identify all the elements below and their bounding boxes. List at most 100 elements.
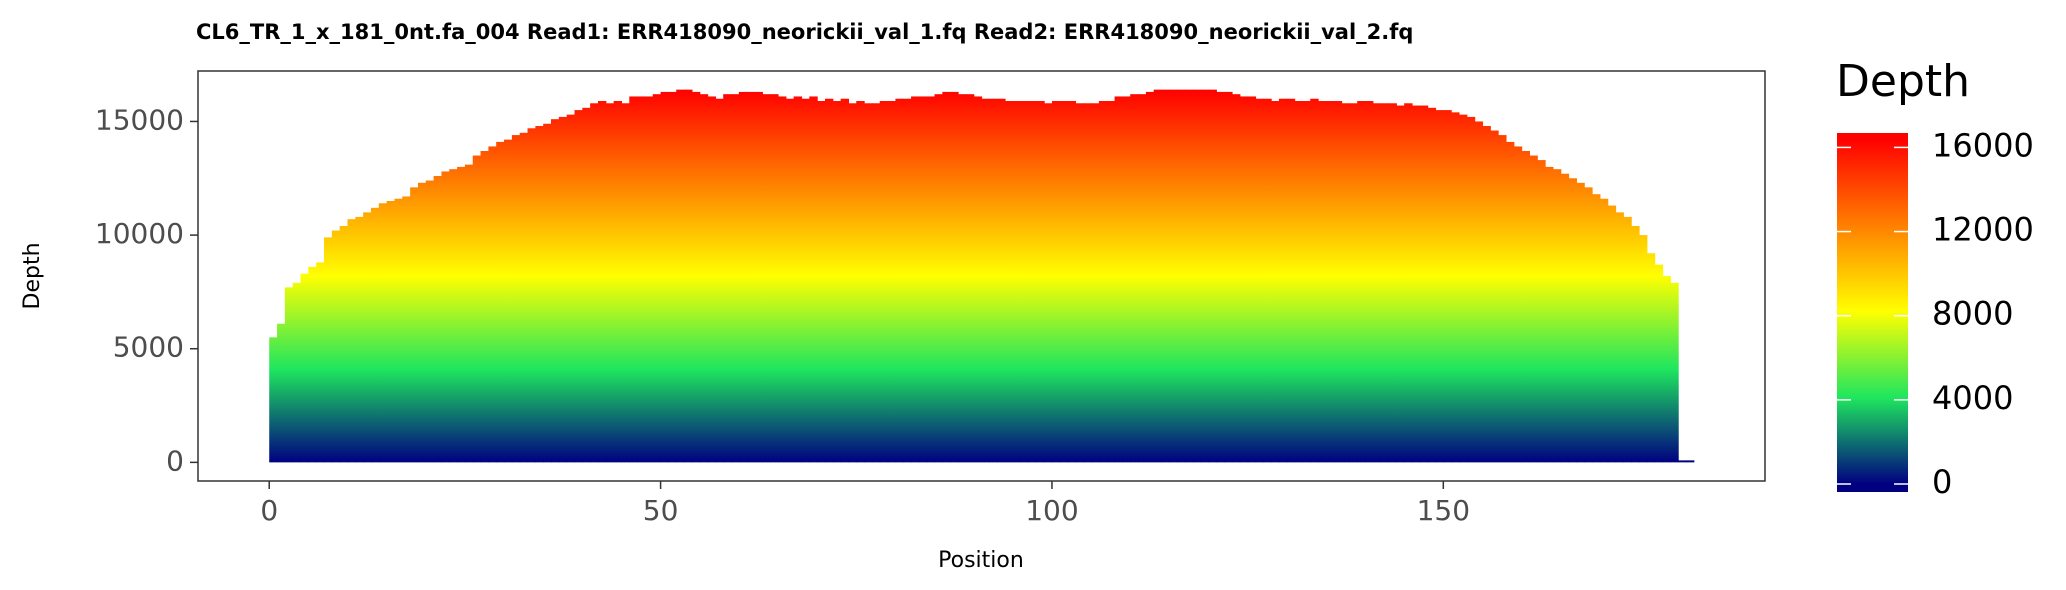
bar: [660, 91, 670, 463]
bar: [918, 96, 928, 463]
bar: [942, 91, 951, 463]
bar: [817, 101, 826, 463]
bar: [1623, 216, 1632, 463]
bar: [1615, 212, 1624, 463]
bar: [1678, 460, 1687, 463]
bar: [879, 101, 889, 463]
bar: [1216, 91, 1225, 463]
bar: [629, 96, 638, 463]
bar: [1435, 110, 1444, 463]
x-tick-label: 50: [643, 494, 679, 527]
bar: [488, 146, 497, 463]
bar: [621, 103, 630, 463]
bar: [1036, 101, 1045, 463]
bar: [887, 101, 897, 463]
bar: [535, 126, 544, 463]
x-tick-label: 150: [1417, 494, 1470, 527]
bar: [519, 132, 529, 463]
bar: [676, 89, 685, 463]
bar: [1185, 89, 1194, 463]
bar: [1310, 98, 1319, 463]
bar: [1130, 94, 1139, 463]
bar: [1474, 121, 1484, 463]
bar: [1419, 105, 1429, 463]
bar: [269, 337, 278, 463]
bar: [777, 96, 787, 463]
bar: [723, 94, 732, 463]
bar: [973, 96, 983, 463]
colorbar-label: 16000: [1932, 126, 2034, 164]
bar: [1333, 101, 1343, 463]
bar: [590, 103, 599, 463]
colorbar-label: 0: [1932, 463, 1952, 501]
bar: [1341, 103, 1350, 463]
bar: [292, 282, 302, 463]
bar: [1568, 178, 1577, 463]
bar: [856, 101, 865, 463]
bar: [1177, 89, 1186, 463]
bar: [1388, 103, 1397, 463]
x-tick-label: 100: [1025, 494, 1078, 527]
bar: [1396, 105, 1405, 463]
bar: [762, 94, 771, 463]
bar: [684, 89, 693, 463]
bar: [1318, 101, 1327, 463]
bar: [1294, 101, 1304, 463]
bar: [1044, 103, 1053, 463]
bar: [480, 151, 489, 463]
bar: [1576, 182, 1585, 463]
bar: [1404, 103, 1413, 463]
bar: [1443, 110, 1452, 463]
bar: [1153, 89, 1163, 463]
bar: [1239, 96, 1249, 463]
bar: [903, 98, 912, 463]
bar: [997, 98, 1006, 463]
bar: [1638, 235, 1648, 463]
bar: [1411, 105, 1421, 463]
bar: [801, 98, 810, 463]
bar: [1490, 130, 1499, 463]
bar: [1545, 166, 1554, 463]
bar: [1192, 89, 1202, 463]
bar: [652, 94, 662, 463]
bar: [1607, 205, 1617, 463]
bar: [433, 176, 443, 463]
bar: [449, 169, 458, 463]
bar: [668, 91, 677, 463]
bar: [1662, 276, 1671, 463]
bar: [1451, 112, 1460, 463]
bar: [1498, 135, 1507, 463]
bar: [754, 91, 763, 463]
bar: [394, 198, 403, 463]
bar: [950, 91, 959, 463]
bar: [355, 216, 364, 463]
bar: [402, 196, 411, 463]
bar: [1552, 169, 1562, 463]
bar: [911, 96, 920, 463]
bar: [1091, 103, 1100, 463]
bar: [934, 94, 943, 463]
bar: [746, 91, 756, 463]
bar: [472, 155, 482, 463]
bar: [1325, 101, 1335, 463]
bar: [1255, 98, 1264, 463]
bar: [324, 237, 333, 463]
bar: [809, 96, 818, 463]
bar: [1349, 103, 1358, 463]
bar: [1529, 155, 1538, 463]
colorbar-label: 4000: [1932, 379, 2013, 417]
bar: [926, 96, 936, 463]
bar: [1466, 116, 1476, 463]
bar: [1138, 94, 1147, 463]
bar: [1365, 101, 1374, 463]
bar: [1083, 103, 1092, 463]
bar: [1670, 282, 1679, 463]
bar: [1458, 114, 1468, 463]
bar: [1247, 96, 1257, 463]
bar: [1020, 101, 1030, 463]
bar: [1685, 460, 1695, 463]
bar: [363, 212, 372, 463]
bar: [832, 101, 842, 463]
bar: [1067, 101, 1077, 463]
